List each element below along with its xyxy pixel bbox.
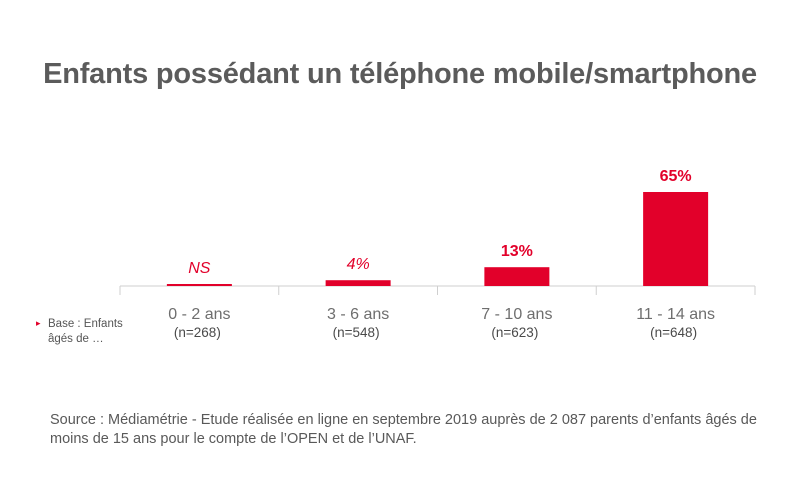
sample-size-label-1: (n=268): [174, 325, 221, 340]
data-label-4: 65%: [660, 168, 692, 185]
base-marker-icon: ▸: [36, 319, 41, 329]
base-label-line-1: Base : Enfants: [48, 318, 123, 330]
bar-2: [325, 280, 391, 286]
data-label-3: 13%: [501, 243, 533, 260]
data-label-1: NS: [188, 260, 211, 277]
bar-1: [166, 284, 232, 286]
source-note: Source : Médiamétrie - Etude réalisée en…: [50, 412, 757, 447]
x-tick-label-1: 0 - 2 ans: [168, 306, 230, 323]
bar-4: [643, 192, 709, 286]
data-label-2: 4%: [347, 256, 370, 273]
x-tick-label-3: 7 - 10 ans: [481, 306, 552, 323]
sample-size-label-3: (n=623): [491, 325, 538, 340]
base-label-line-2: âgés de …: [48, 333, 104, 345]
sample-size-label-4: (n=648): [650, 325, 697, 340]
x-tick-label-2: 3 - 6 ans: [327, 306, 389, 323]
sample-size-label-2: (n=548): [333, 325, 380, 340]
bar-chart: NS 0 - 2 ans (n=268) 4% 3 - 6 ans (n=548) 13% 7…: [36, 168, 756, 345]
bar-3: [484, 267, 550, 286]
chart-title: Enfants possédant un téléphone mobile/sm…: [43, 58, 757, 90]
x-tick-label-4: 11 - 14 ans: [636, 306, 715, 323]
